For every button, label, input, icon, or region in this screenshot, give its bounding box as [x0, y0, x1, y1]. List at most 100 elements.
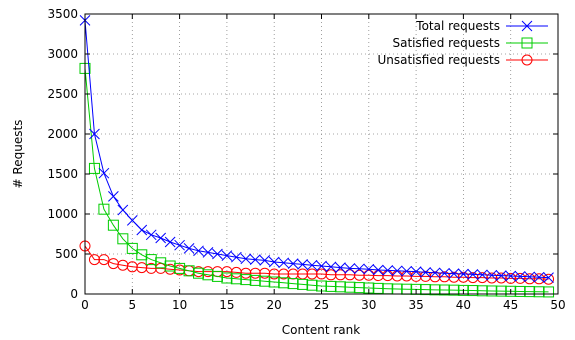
data-point-satisfied-requests — [334, 281, 346, 293]
y-axis-label: # Requests — [11, 120, 25, 189]
data-point-unsatisfied-requests — [325, 269, 337, 281]
data-point-total-requests — [221, 250, 233, 261]
data-point-total-requests — [278, 257, 290, 269]
x-tick-label: 40 — [456, 298, 471, 312]
data-point-unsatisfied-requests — [344, 269, 356, 281]
data-point-satisfied-requests — [505, 285, 517, 297]
data-point-total-requests — [335, 262, 346, 273]
data-point-total-requests — [145, 229, 157, 241]
data-point-total-requests — [202, 247, 214, 258]
data-point-satisfied-requests — [467, 285, 479, 297]
data-point-total-requests — [467, 269, 479, 280]
data-point-unsatisfied-requests — [306, 268, 318, 280]
data-point-total-requests — [155, 232, 167, 244]
data-point-total-requests — [429, 267, 441, 279]
data-point-total-requests — [249, 254, 261, 265]
data-point-total-requests — [410, 266, 422, 277]
y-tick-label: 1000 — [47, 207, 78, 221]
x-tick-label: 20 — [267, 298, 282, 312]
data-point-unsatisfied-requests — [476, 272, 488, 284]
data-point-satisfied-requests — [533, 286, 545, 298]
data-point-satisfied-requests — [240, 274, 252, 286]
axis-ticks: 0 5 10 15 20 25 30 35 40 45 5005001000150020002500… — [47, 7, 565, 312]
data-point-satisfied-requests — [155, 257, 167, 269]
legend-entry-satisfied-requests: Satisfied requests — [392, 36, 548, 50]
data-point-total-requests — [183, 243, 195, 254]
data-point-total-requests — [164, 236, 176, 248]
data-point-unsatisfied-requests — [533, 273, 545, 285]
data-point-satisfied-requests — [448, 284, 460, 296]
data-point-unsatisfied-requests — [249, 267, 261, 279]
data-point-total-requests — [268, 256, 280, 268]
y-tick-label: 0 — [70, 287, 78, 301]
data-point-total-requests — [287, 258, 299, 269]
data-point-satisfied-requests — [259, 275, 271, 287]
data-point-total-requests — [212, 248, 223, 260]
data-point-satisfied-requests — [514, 285, 526, 297]
data-point-unsatisfied-requests — [334, 269, 346, 281]
y-tick-label: 3000 — [47, 47, 78, 61]
y-tick-label: 2500 — [47, 87, 78, 101]
data-point-unsatisfied-requests — [524, 273, 536, 285]
data-point-total-requests — [193, 245, 204, 257]
data-point-satisfied-requests — [126, 242, 138, 254]
data-point-total-requests — [495, 270, 507, 281]
data-point-total-requests — [136, 224, 148, 236]
legend-marker — [521, 54, 533, 66]
data-point-unsatisfied-requests — [543, 273, 555, 285]
data-point-unsatisfied-requests — [363, 269, 375, 281]
data-point-unsatisfied-requests — [514, 272, 526, 284]
data-point-total-requests — [486, 269, 498, 281]
series-unsatisfied-requests — [79, 240, 555, 285]
data-point-unsatisfied-requests — [467, 272, 479, 284]
data-point-satisfied-requests — [211, 270, 223, 282]
x-tick-label: 30 — [361, 298, 376, 312]
data-point-total-requests — [231, 251, 242, 263]
data-point-total-requests — [448, 268, 460, 279]
data-point-satisfied-requests — [353, 282, 365, 294]
data-point-unsatisfied-requests — [457, 271, 469, 283]
x-tick-label: 25 — [314, 298, 329, 312]
data-point-unsatisfied-requests — [486, 272, 498, 284]
data-point-satisfied-requests — [202, 269, 214, 281]
data-point-satisfied-requests — [495, 285, 507, 297]
data-point-satisfied-requests — [98, 203, 110, 215]
data-point-total-requests — [117, 204, 129, 216]
data-point-satisfied-requests — [524, 286, 536, 298]
x-tick-label: 35 — [408, 298, 423, 312]
data-point-satisfied-requests — [543, 286, 555, 298]
data-point-satisfied-requests — [306, 279, 318, 291]
data-point-satisfied-requests — [164, 260, 176, 272]
data-point-satisfied-requests — [249, 274, 261, 286]
data-point-satisfied-requests — [297, 278, 309, 290]
data-point-satisfied-requests — [193, 267, 205, 279]
data-point-satisfied-requests — [457, 284, 469, 296]
legend-entry-unsatisfied-requests: Unsatisfied requests — [377, 53, 548, 67]
data-point-unsatisfied-requests — [505, 272, 517, 284]
data-point-satisfied-requests — [221, 272, 233, 284]
data-point-satisfied-requests — [117, 233, 129, 245]
data-point-total-requests — [89, 128, 100, 140]
data-point-satisfied-requests — [278, 277, 290, 289]
data-point-total-requests — [174, 239, 185, 251]
data-point-total-requests — [439, 267, 450, 279]
legend: Total requests Satisfied requests Unsatisf… — [377, 19, 548, 67]
y-tick-label: 1500 — [47, 167, 78, 181]
x-axis-label: Content rank — [282, 323, 360, 337]
data-point-satisfied-requests — [230, 273, 242, 285]
data-point-satisfied-requests — [476, 285, 488, 297]
data-point-total-requests — [476, 269, 488, 281]
legend-label: Satisfied requests — [392, 36, 500, 50]
data-point-total-requests — [98, 167, 110, 179]
data-point-total-requests — [316, 260, 327, 272]
data-point-unsatisfied-requests — [353, 269, 365, 281]
data-point-unsatisfied-requests — [88, 254, 100, 266]
data-point-total-requests — [108, 191, 119, 202]
data-point-total-requests — [514, 271, 526, 282]
y-tick-label: 500 — [55, 247, 78, 261]
data-point-total-requests — [533, 271, 545, 283]
data-point-satisfied-requests — [325, 280, 337, 292]
data-point-total-requests — [126, 215, 138, 226]
x-tick-label: 45 — [503, 298, 518, 312]
